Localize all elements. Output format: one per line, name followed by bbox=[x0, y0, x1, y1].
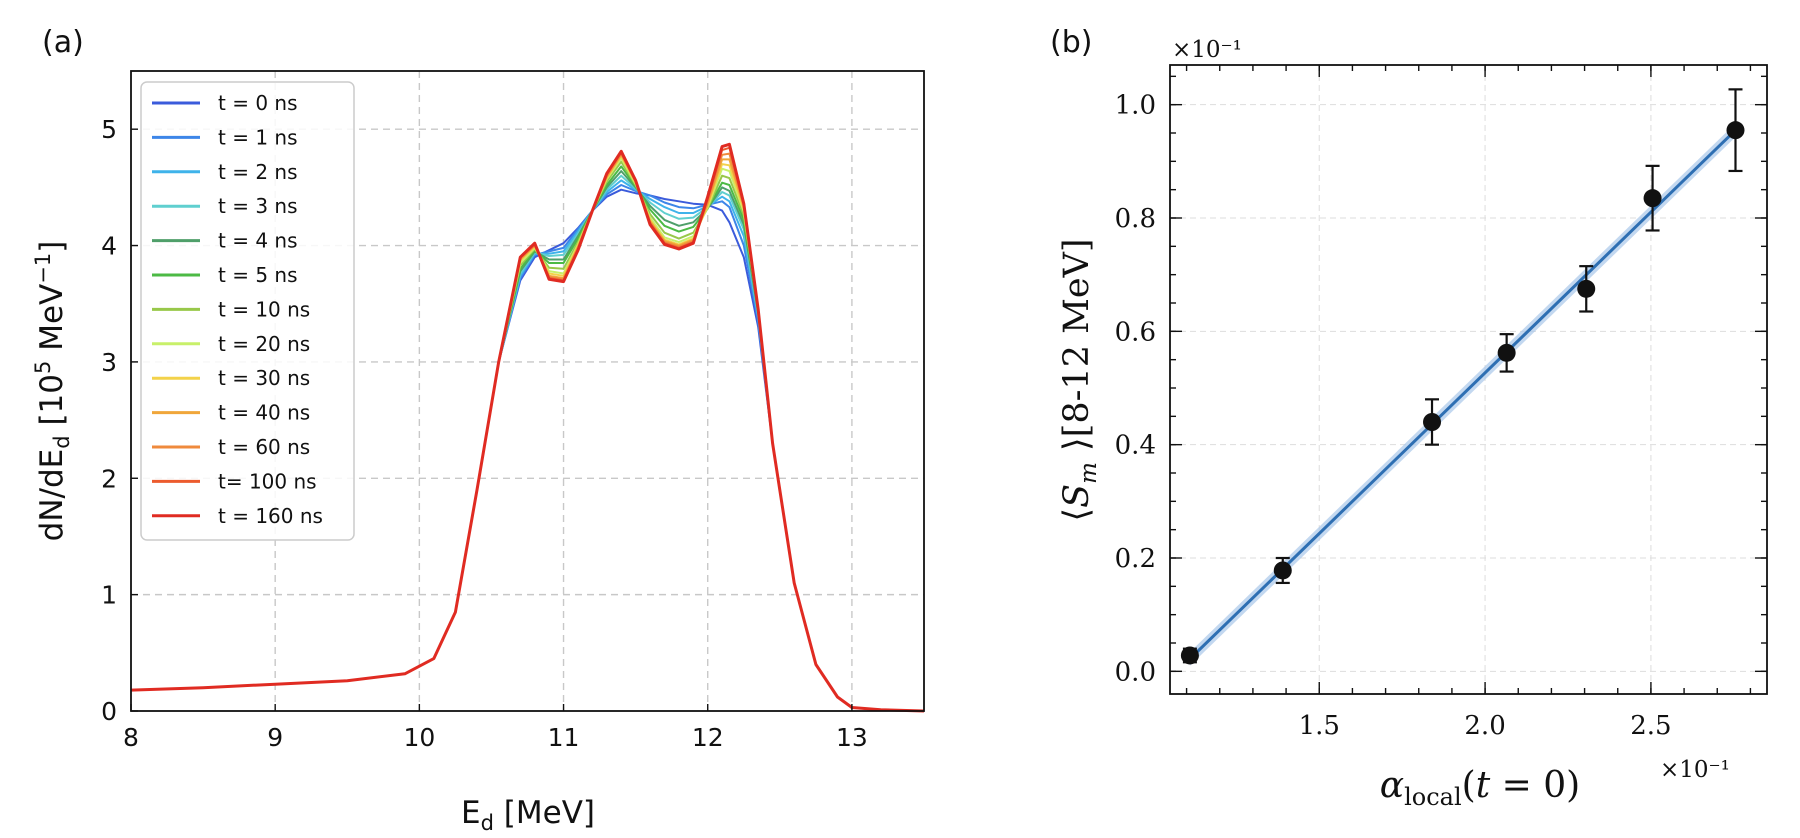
legend-label: t= 100 ns bbox=[218, 469, 317, 493]
legend-label: t = 40 ns bbox=[218, 401, 310, 425]
x-tick-label: 11 bbox=[548, 723, 580, 752]
x-tick-label: 8 bbox=[123, 723, 139, 752]
y-tick-label: 5 bbox=[101, 115, 117, 144]
panel-a-grid bbox=[131, 71, 924, 711]
data-point bbox=[1423, 413, 1442, 431]
x-tick-label: 10 bbox=[403, 723, 435, 752]
series-line bbox=[130, 142, 925, 713]
legend-label: t = 30 ns bbox=[218, 366, 310, 390]
legend-label: t = 0 ns bbox=[218, 91, 298, 115]
panel-b-y-axis-title: ⟨Sm ⟩[8-12 MeV] bbox=[1057, 238, 1102, 521]
y-tick-label: 1.0 bbox=[1115, 91, 1156, 121]
panel-b-y-multiplier: ×10⁻¹ bbox=[1172, 37, 1242, 63]
legend-label: t = 1 ns bbox=[218, 125, 298, 149]
legend-label: t = 60 ns bbox=[218, 435, 310, 459]
y-tick-label: 0.0 bbox=[1115, 657, 1156, 687]
panel-b-ticks: 1.5 2.0 2.5 0.0 0.2 0.4 0.6 0.8 1.0 bbox=[1115, 65, 1767, 741]
x-tick-label: 2.5 bbox=[1630, 711, 1671, 741]
panel-b: (b) ×10⁻¹ 1.5 2.0 2.5 0.0 0.2 0.4 0.6 0.8 1.0 ×1… bbox=[1050, 25, 1768, 811]
data-point bbox=[1643, 189, 1662, 208]
x-tick-label: 12 bbox=[692, 723, 724, 752]
legend-box bbox=[140, 81, 355, 541]
y-tick-label: 0.6 bbox=[1115, 317, 1156, 347]
panel-a-series bbox=[130, 142, 925, 713]
legend-label: t = 5 ns bbox=[218, 263, 298, 287]
x-tick-label: 1.5 bbox=[1299, 711, 1340, 741]
x-tick-label: 2.0 bbox=[1464, 711, 1505, 741]
legend-label: t = 10 ns bbox=[218, 297, 310, 321]
data-point bbox=[1726, 121, 1745, 140]
y-tick-label: 0.2 bbox=[1115, 544, 1156, 574]
y-tick-label: 2 bbox=[101, 464, 117, 493]
data-point bbox=[1497, 343, 1516, 362]
legend-label: t = 4 ns bbox=[218, 229, 298, 253]
legend-label: t = 20 ns bbox=[218, 332, 310, 356]
panel-a-label: (a) bbox=[42, 25, 84, 60]
data-point bbox=[1273, 561, 1292, 580]
legend-label: t = 2 ns bbox=[218, 160, 298, 184]
y-tick-label: 4 bbox=[101, 232, 117, 261]
panel-b-points bbox=[1180, 88, 1745, 665]
panel-b-x-axis-title: αlocal(t = 0) bbox=[1380, 765, 1580, 811]
y-tick-label: 0.4 bbox=[1115, 431, 1156, 461]
legend-label: t = 3 ns bbox=[218, 194, 298, 218]
y-tick-label: 0.8 bbox=[1115, 204, 1156, 234]
panel-a-frame bbox=[130, 70, 925, 712]
y-tick-label: 3 bbox=[101, 348, 117, 377]
x-tick-label: 9 bbox=[267, 723, 283, 752]
y-tick-label: 1 bbox=[101, 581, 117, 610]
panel-a-legend: t = 0 ns t = 1 ns t = 2 ns t = 3 ns t = 4 ns… bbox=[140, 81, 355, 541]
panel-a-x-axis-title: Ed [MeV] bbox=[461, 795, 595, 835]
panel-b-label: (b) bbox=[1050, 25, 1092, 60]
panel-a-y-axis-title: dN/dEd [105 MeV−1] bbox=[31, 241, 74, 542]
panel-b-x-multiplier: ×10⁻¹ bbox=[1660, 757, 1730, 783]
data-point bbox=[1180, 646, 1199, 665]
data-point bbox=[1577, 279, 1596, 298]
panel-b-frame bbox=[1169, 64, 1768, 695]
panel-b-grid bbox=[1170, 65, 1767, 694]
y-tick-label: 0 bbox=[101, 697, 117, 726]
legend-label: t = 160 ns bbox=[218, 504, 323, 528]
x-tick-label: 13 bbox=[836, 723, 868, 752]
